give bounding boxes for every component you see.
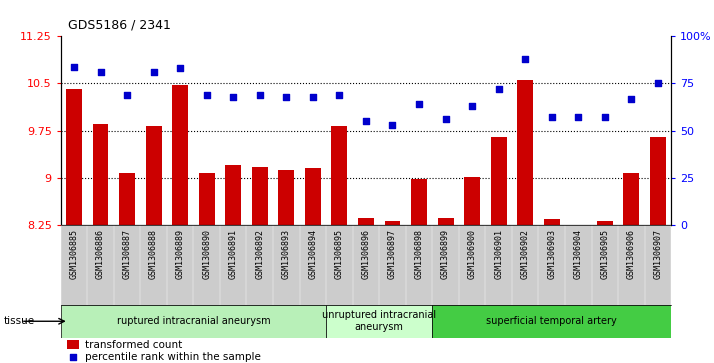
Bar <box>438 218 453 225</box>
Point <box>493 86 504 92</box>
Point <box>148 69 159 75</box>
Bar <box>278 170 294 225</box>
Text: GSM1306906: GSM1306906 <box>627 229 636 279</box>
Text: GSM1306900: GSM1306900 <box>468 229 476 279</box>
Text: GDS5186 / 2341: GDS5186 / 2341 <box>68 18 171 31</box>
Bar <box>225 165 241 225</box>
Bar <box>623 173 639 225</box>
Bar <box>597 221 613 225</box>
Text: percentile rank within the sample: percentile rank within the sample <box>85 352 261 362</box>
Bar <box>326 305 432 338</box>
Text: transformed count: transformed count <box>85 340 182 350</box>
Text: tissue: tissue <box>4 316 35 326</box>
Text: GSM1306897: GSM1306897 <box>388 229 397 279</box>
Bar <box>172 85 188 225</box>
Text: GSM1306892: GSM1306892 <box>256 229 264 279</box>
Point <box>387 122 398 128</box>
Point <box>307 94 318 99</box>
Text: GSM1306905: GSM1306905 <box>600 229 609 279</box>
Bar <box>464 177 480 225</box>
Point <box>360 118 371 124</box>
Point <box>333 92 345 98</box>
Bar <box>67 340 79 349</box>
Bar <box>119 174 135 225</box>
Text: GSM1306904: GSM1306904 <box>574 229 583 279</box>
Text: superficial temporal artery: superficial temporal artery <box>486 316 617 326</box>
Point <box>599 115 610 121</box>
Text: GSM1306887: GSM1306887 <box>123 229 131 279</box>
Point <box>281 94 292 99</box>
Bar <box>252 167 268 225</box>
Bar <box>66 89 82 225</box>
Bar <box>305 168 321 225</box>
Text: GSM1306895: GSM1306895 <box>335 229 344 279</box>
Text: GSM1306903: GSM1306903 <box>547 229 556 279</box>
Text: GSM1306894: GSM1306894 <box>308 229 317 279</box>
Bar <box>385 221 401 225</box>
Text: GSM1306898: GSM1306898 <box>415 229 423 279</box>
Point <box>95 69 106 75</box>
Bar <box>358 218 374 225</box>
Bar <box>146 126 161 225</box>
Bar <box>517 80 533 225</box>
Text: ruptured intracranial aneurysm: ruptured intracranial aneurysm <box>116 316 270 326</box>
Text: unruptured intracranial
aneurysm: unruptured intracranial aneurysm <box>322 310 436 332</box>
Point <box>546 115 558 121</box>
Text: GSM1306885: GSM1306885 <box>69 229 79 279</box>
Point <box>67 354 79 359</box>
Point <box>573 115 584 121</box>
Text: GSM1306891: GSM1306891 <box>228 229 238 279</box>
Text: GSM1306896: GSM1306896 <box>361 229 371 279</box>
Point <box>174 65 186 71</box>
Point <box>201 92 212 98</box>
Text: GSM1306888: GSM1306888 <box>149 229 158 279</box>
Point <box>228 94 239 99</box>
Bar <box>411 179 427 225</box>
Bar <box>93 125 109 225</box>
Text: GSM1306901: GSM1306901 <box>494 229 503 279</box>
Point <box>69 64 80 69</box>
Text: GSM1306907: GSM1306907 <box>653 229 663 279</box>
Point <box>625 96 637 102</box>
Text: GSM1306890: GSM1306890 <box>202 229 211 279</box>
Bar <box>650 137 666 225</box>
Text: GSM1306886: GSM1306886 <box>96 229 105 279</box>
Bar <box>198 174 215 225</box>
Bar <box>491 137 507 225</box>
Point <box>254 92 266 98</box>
Point <box>652 81 663 86</box>
Bar <box>544 219 560 225</box>
Text: GSM1306902: GSM1306902 <box>521 229 530 279</box>
Bar <box>331 126 347 225</box>
Point <box>413 101 425 107</box>
Text: GSM1306893: GSM1306893 <box>282 229 291 279</box>
Point <box>121 92 133 98</box>
Bar <box>61 305 326 338</box>
Point <box>440 117 451 122</box>
Text: GSM1306889: GSM1306889 <box>176 229 185 279</box>
Point <box>466 103 478 109</box>
Text: GSM1306899: GSM1306899 <box>441 229 450 279</box>
Bar <box>432 305 671 338</box>
Point <box>520 56 531 62</box>
